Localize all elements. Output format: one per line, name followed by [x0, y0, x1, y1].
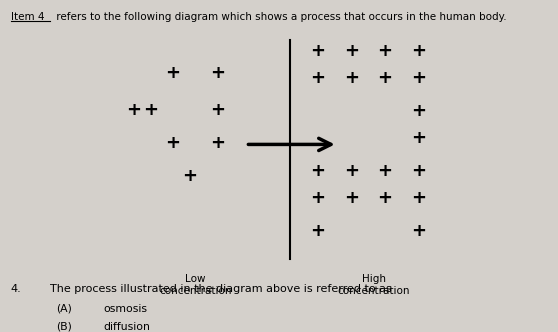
Text: 4.: 4.: [10, 284, 21, 294]
Text: +: +: [210, 64, 225, 82]
Text: +: +: [311, 162, 325, 180]
Text: +: +: [166, 64, 180, 82]
Text: (B): (B): [56, 322, 71, 332]
Text: +: +: [311, 222, 325, 240]
Text: The process illustrated in the diagram above is referred to as: The process illustrated in the diagram a…: [50, 284, 392, 294]
Text: +: +: [344, 189, 359, 207]
Text: +: +: [311, 189, 325, 207]
Text: +: +: [210, 101, 225, 119]
Text: High
concentration: High concentration: [338, 274, 410, 296]
Text: +: +: [411, 129, 426, 147]
Text: +: +: [411, 42, 426, 60]
Text: +: +: [344, 42, 359, 60]
Text: +: +: [411, 222, 426, 240]
Text: +: +: [378, 162, 392, 180]
Text: +: +: [127, 101, 141, 119]
Text: +: +: [311, 42, 325, 60]
Text: diffusion: diffusion: [103, 322, 150, 332]
Text: (A): (A): [56, 304, 71, 314]
Text: +: +: [344, 162, 359, 180]
Text: +: +: [411, 189, 426, 207]
Text: osmosis: osmosis: [103, 304, 147, 314]
Text: +: +: [166, 134, 180, 152]
Text: +: +: [311, 69, 325, 87]
Text: +: +: [344, 69, 359, 87]
Text: Item 4: Item 4: [11, 12, 45, 22]
Text: +: +: [378, 69, 392, 87]
Text: +: +: [182, 167, 197, 185]
Text: +: +: [411, 162, 426, 180]
Text: +: +: [378, 42, 392, 60]
Text: +: +: [378, 189, 392, 207]
Text: +: +: [143, 101, 158, 119]
Text: +: +: [411, 69, 426, 87]
Text: Low
concentration: Low concentration: [159, 274, 232, 296]
Text: +: +: [210, 134, 225, 152]
Text: +: +: [411, 102, 426, 120]
Text: refers to the following diagram which shows a process that occurs in the human b: refers to the following diagram which sh…: [53, 12, 507, 22]
